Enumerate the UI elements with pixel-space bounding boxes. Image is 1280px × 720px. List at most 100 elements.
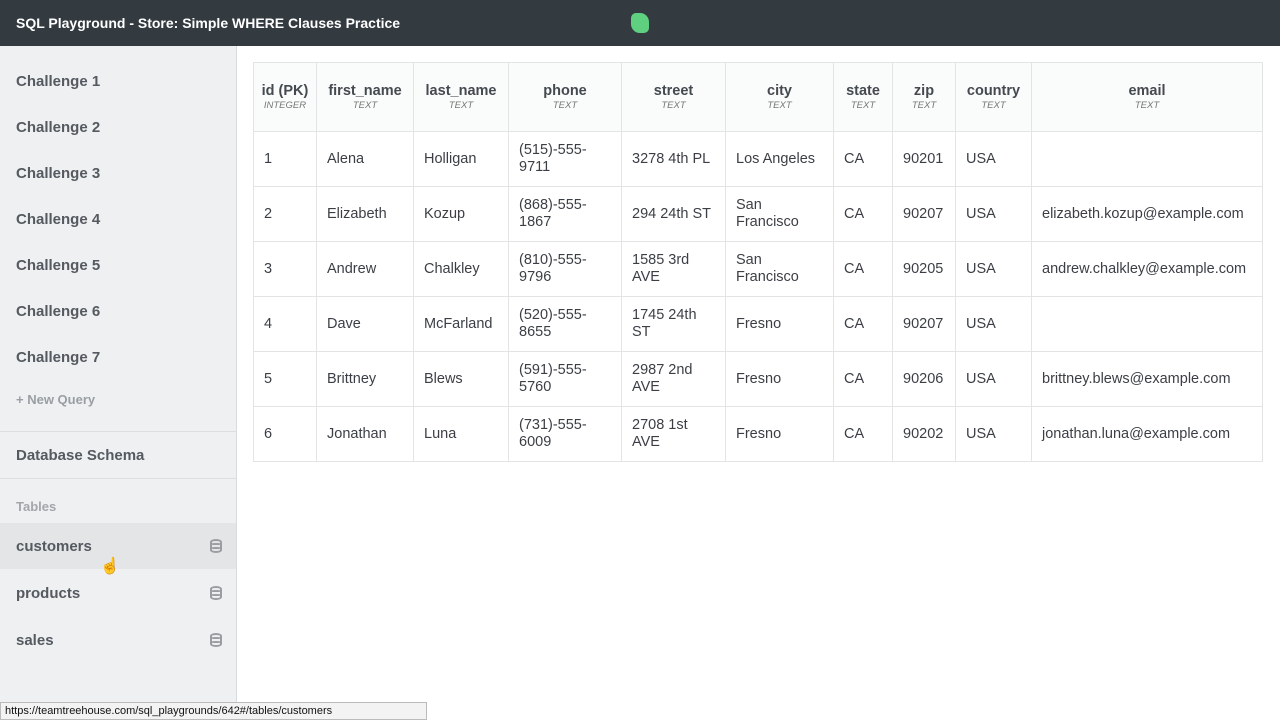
column-header-last_name[interactable]: last_name TEXT [413, 62, 509, 132]
cell-id: 4 [253, 296, 317, 352]
sidebar-item-challenge-7[interactable]: Challenge 7 [16, 349, 101, 366]
table-row[interactable]: 2 Elizabeth Kozup (868)-555-1867 294 24th ST… [253, 186, 1263, 242]
table-name: products [16, 585, 81, 602]
cell-first_name: Dave [316, 296, 414, 352]
sidebar-item-challenge-1[interactable]: Challenge 1 [16, 73, 101, 90]
cell-street: 2987 2nd AVE [621, 351, 726, 407]
column-name: phone [543, 83, 587, 99]
table-row[interactable]: 5 Brittney Blews (591)-555-5760 2987 2nd AVE… [253, 351, 1263, 407]
sidebar-item-challenge-2[interactable]: Challenge 2 [16, 119, 101, 136]
cell-state: CA [833, 186, 893, 242]
cell-id: 1 [253, 131, 317, 187]
column-name: id (PK) [261, 83, 309, 99]
cell-email [1031, 296, 1263, 352]
column-type: TEXT [911, 100, 937, 111]
cell-street: 1745 24th ST [621, 296, 726, 352]
cell-street: 294 24th ST [621, 186, 726, 242]
column-type: TEXT [661, 100, 686, 111]
column-name: first_name [328, 83, 402, 99]
cell-street: 1585 3rd AVE [621, 241, 726, 297]
column-header-phone[interactable]: phone TEXT [508, 62, 622, 132]
cell-zip: 90206 [892, 351, 956, 407]
cell-zip: 90205 [892, 241, 956, 297]
cell-last_name: McFarland [413, 296, 509, 352]
cell-last_name: Kozup [413, 186, 509, 242]
table-row[interactable]: 4 Dave McFarland (520)-555-8655 1745 24th ST… [253, 296, 1263, 352]
database-icon[interactable] [210, 539, 222, 553]
sidebar-item-challenge-6[interactable]: Challenge 6 [16, 303, 101, 320]
cell-email: elizabeth.kozup@example.com [1031, 186, 1263, 242]
column-name: city [767, 83, 792, 99]
cell-street: 3278 4th PL [621, 131, 726, 187]
cell-last_name: Holligan [413, 131, 509, 187]
column-type: TEXT [850, 100, 876, 111]
page-title: SQL Playground - Store: Simple WHERE Cla… [16, 15, 401, 31]
column-type: TEXT [552, 100, 578, 111]
cell-state: CA [833, 296, 893, 352]
column-type: INTEGER [263, 100, 307, 111]
cell-first_name: Andrew [316, 241, 414, 297]
table-row[interactable]: 6 Jonathan Luna (731)-555-6009 2708 1st AVE F… [253, 406, 1263, 462]
database-icon[interactable] [210, 633, 222, 647]
treehouse-logo-icon[interactable] [631, 13, 649, 33]
cell-city: Fresno [725, 296, 834, 352]
top-bar: SQL Playground - Store: Simple WHERE Cla… [0, 0, 1280, 46]
cell-zip: 90207 [892, 296, 956, 352]
cell-id: 5 [253, 351, 317, 407]
column-header-city[interactable]: city TEXT [725, 62, 834, 132]
cell-zip: 90207 [892, 186, 956, 242]
table-name: customers [16, 538, 92, 555]
table-row[interactable]: 1 Alena Holligan (515)-555-9711 3278 4th PL L… [253, 131, 1263, 187]
divider [0, 478, 236, 479]
cell-state: CA [833, 351, 893, 407]
sidebar-item-challenge-4[interactable]: Challenge 4 [16, 211, 101, 228]
table-name: sales [16, 632, 54, 649]
cell-zip: 90201 [892, 131, 956, 187]
cell-country: USA [955, 351, 1032, 407]
column-type: TEXT [1134, 100, 1160, 111]
cell-city: San Francisco [725, 241, 834, 297]
cell-city: Fresno [725, 406, 834, 462]
column-header-id[interactable]: id (PK) INTEGER [253, 62, 317, 132]
column-name: email [1128, 83, 1166, 99]
sidebar-item-challenge-5[interactable]: Challenge 5 [16, 257, 101, 274]
cell-country: USA [955, 241, 1032, 297]
cell-phone: (868)-555-1867 [508, 186, 622, 242]
column-header-country[interactable]: country TEXT [955, 62, 1032, 132]
divider [0, 431, 236, 432]
cell-phone: (731)-555-6009 [508, 406, 622, 462]
cell-first_name: Elizabeth [316, 186, 414, 242]
table-item-customers[interactable]: customers [0, 523, 236, 569]
column-header-state[interactable]: state TEXT [833, 62, 893, 132]
cell-country: USA [955, 296, 1032, 352]
column-type: TEXT [448, 100, 474, 111]
column-header-zip[interactable]: zip TEXT [892, 62, 956, 132]
column-name: last_name [425, 83, 497, 99]
cell-country: USA [955, 186, 1032, 242]
cell-first_name: Brittney [316, 351, 414, 407]
table-row[interactable]: 3 Andrew Chalkley (810)-555-9796 1585 3rd AV… [253, 241, 1263, 297]
cell-last_name: Luna [413, 406, 509, 462]
new-query-button[interactable]: + New Query [16, 392, 96, 407]
cell-id: 6 [253, 406, 317, 462]
cell-id: 3 [253, 241, 317, 297]
column-header-street[interactable]: street TEXT [621, 62, 726, 132]
customers-table: id (PK) INTEGER first_name TEXT last_name TEX… [253, 62, 1263, 462]
column-name: state [846, 83, 880, 99]
cell-country: USA [955, 406, 1032, 462]
table-item-sales[interactable]: sales [0, 617, 236, 663]
table-item-products[interactable]: products [0, 570, 236, 616]
cell-phone: (515)-555-9711 [508, 131, 622, 187]
cell-last_name: Chalkley [413, 241, 509, 297]
cell-city: Fresno [725, 351, 834, 407]
cell-zip: 90202 [892, 406, 956, 462]
database-icon[interactable] [210, 586, 222, 600]
cell-state: CA [833, 131, 893, 187]
column-header-first_name[interactable]: first_name TEXT [316, 62, 414, 132]
column-header-email[interactable]: email TEXT [1031, 62, 1263, 132]
column-type: TEXT [981, 100, 1006, 111]
sidebar-item-challenge-3[interactable]: Challenge 3 [16, 165, 101, 182]
cell-street: 2708 1st AVE [621, 406, 726, 462]
column-name: country [966, 83, 1021, 99]
column-type: TEXT [767, 100, 792, 111]
